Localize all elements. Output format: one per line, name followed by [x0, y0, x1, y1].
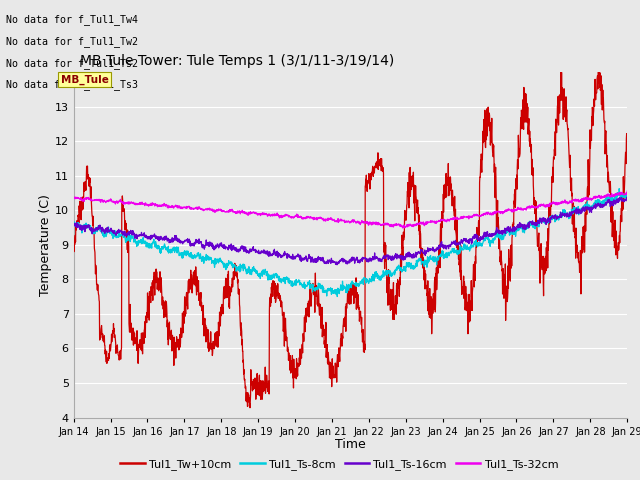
- Text: MB Tule Tower: Tule Temps 1 (3/1/11-3/19/14): MB Tule Tower: Tule Temps 1 (3/1/11-3/19…: [81, 54, 395, 68]
- Y-axis label: Temperature (C): Temperature (C): [39, 194, 52, 296]
- Text: MB_Tule: MB_Tule: [61, 74, 109, 84]
- Legend: Tul1_Tw+10cm, Tul1_Ts-8cm, Tul1_Ts-16cm, Tul1_Ts-32cm: Tul1_Tw+10cm, Tul1_Ts-8cm, Tul1_Ts-16cm,…: [116, 455, 563, 474]
- X-axis label: Time: Time: [335, 438, 366, 451]
- Text: No data for f_Tul1_Tw2: No data for f_Tul1_Tw2: [6, 36, 138, 47]
- Text: No data for f_Tul1_Tw4: No data for f_Tul1_Tw4: [6, 14, 138, 25]
- Text: No data for f_Tul1_Ts2: No data for f_Tul1_Ts2: [6, 58, 138, 69]
- Text: No data for f_Tul1_Ts3: No data for f_Tul1_Ts3: [6, 79, 138, 90]
